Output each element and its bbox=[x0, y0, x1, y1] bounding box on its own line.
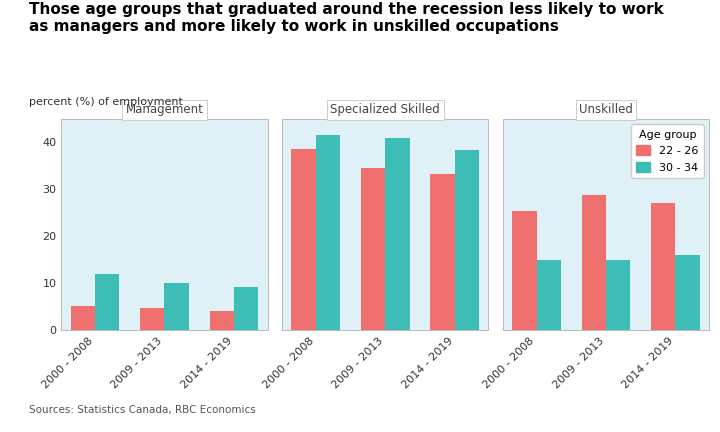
Bar bbox=[140, 308, 164, 330]
Bar bbox=[385, 138, 410, 330]
Bar bbox=[315, 135, 340, 330]
Bar bbox=[455, 150, 479, 330]
Bar bbox=[606, 260, 630, 330]
Bar bbox=[71, 306, 95, 330]
Bar bbox=[536, 260, 561, 330]
Text: Those age groups that graduated around the recession less likely to work: Those age groups that graduated around t… bbox=[29, 2, 664, 17]
Text: as managers and more likely to work in unskilled occupations: as managers and more likely to work in u… bbox=[29, 19, 559, 35]
Text: Sources: Statistics Canada, RBC Economics: Sources: Statistics Canada, RBC Economic… bbox=[29, 405, 256, 415]
Bar bbox=[651, 203, 675, 330]
Bar bbox=[210, 311, 234, 330]
Title: Specialized Skilled: Specialized Skilled bbox=[330, 103, 440, 116]
Title: Management: Management bbox=[125, 103, 203, 116]
Bar bbox=[292, 149, 315, 330]
Bar bbox=[582, 195, 606, 330]
Text: percent (%) of employment: percent (%) of employment bbox=[29, 97, 183, 107]
Title: Unskilled: Unskilled bbox=[579, 103, 633, 116]
Bar bbox=[512, 210, 536, 330]
Bar bbox=[164, 283, 189, 330]
Bar bbox=[675, 255, 700, 330]
Bar bbox=[431, 174, 455, 330]
Bar bbox=[361, 168, 385, 330]
Bar bbox=[234, 287, 258, 330]
Legend: 22 - 26, 30 - 34: 22 - 26, 30 - 34 bbox=[631, 124, 703, 178]
Bar bbox=[95, 274, 120, 330]
